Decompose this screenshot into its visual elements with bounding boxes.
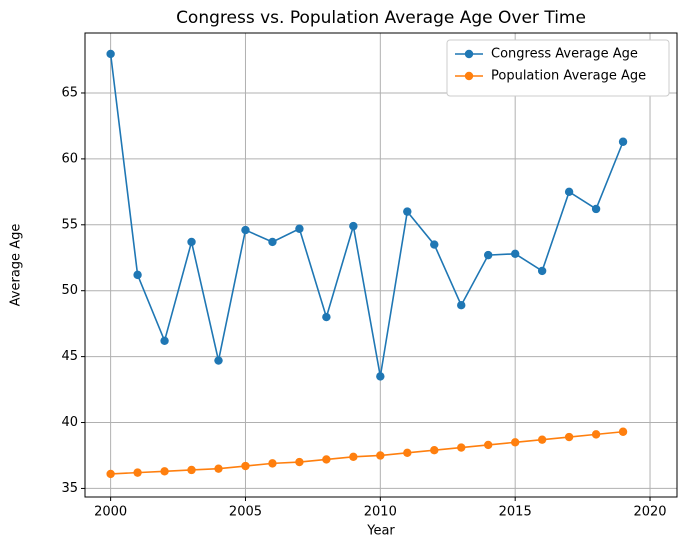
point [591,430,601,439]
y-tick-label: 40 [61,415,78,430]
y-axis-label: Average Age [9,224,24,307]
point [403,448,412,458]
point [403,207,412,216]
x-tick-label: 2005 [229,505,262,520]
point [133,468,142,477]
point [564,187,574,197]
point [160,336,169,345]
point [241,461,250,471]
point [457,301,466,310]
point [510,249,520,258]
y-tick-label: 60 [61,151,78,166]
point [618,427,628,436]
legend-marker [464,71,474,81]
x-axis-label: Year [366,524,395,539]
point [376,372,385,381]
chart-title: Congress vs. Population Average Age Over… [176,8,586,28]
point [187,465,196,475]
y-tick-label: 45 [61,349,78,364]
point [214,356,223,365]
x-tick-label: 2010 [364,505,397,520]
x-tick-label: 2000 [94,505,127,520]
y-tick-label: 35 [61,481,78,496]
point [322,312,331,322]
legend-label: Congress Average Age [491,47,638,62]
point [106,49,115,59]
point [484,440,493,450]
point [187,237,196,247]
point [564,432,574,442]
series-line [110,430,624,475]
point [376,451,385,460]
legend-box [446,39,670,97]
point [430,240,439,249]
point [510,438,520,447]
x-tick-label: 2015 [499,505,532,520]
legend-marker [464,49,474,59]
y-tick-label: 55 [61,217,78,232]
point [133,270,142,280]
point [484,250,493,260]
point [268,237,277,247]
x-tick-label: 2020 [633,505,666,520]
point [295,457,304,467]
point [457,443,466,452]
point [268,459,277,468]
point [349,452,358,461]
point [106,469,115,479]
point [537,266,547,276]
y-tick-label: 65 [61,85,78,100]
point [430,446,439,455]
legend-label: Population Average Age [491,69,646,84]
point [214,464,223,473]
series-line [109,53,624,377]
point [322,455,331,464]
legend: Congress Average Age Population Average A… [446,39,670,97]
point [618,137,628,146]
point [295,224,304,233]
y-tick-label: 50 [61,283,78,298]
point [591,204,601,214]
point [537,435,547,444]
point [349,221,358,231]
plot-frame [84,32,678,498]
point [160,467,169,476]
point [241,225,250,235]
